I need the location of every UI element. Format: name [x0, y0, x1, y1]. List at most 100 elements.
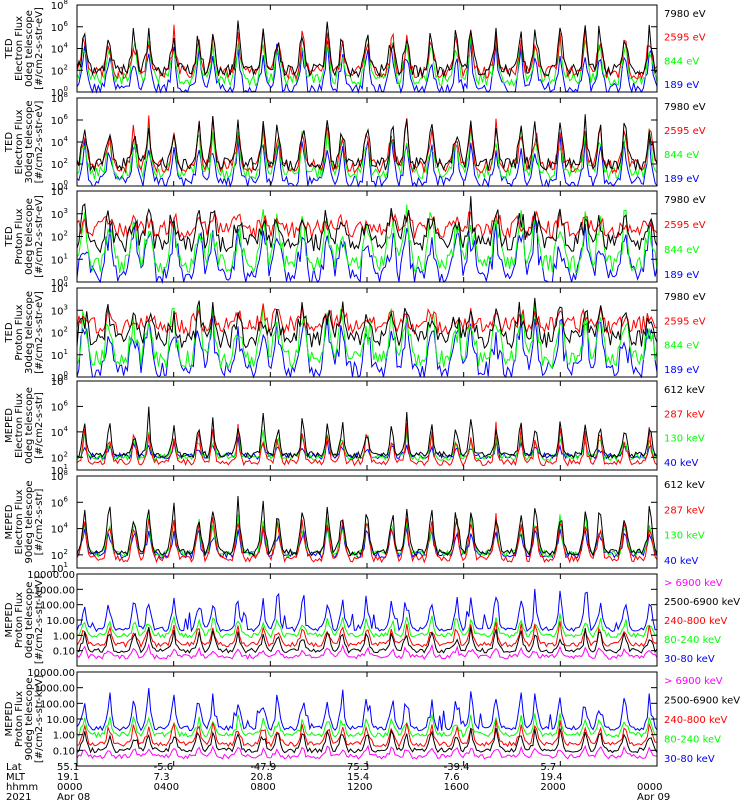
y-axis-label-line: Proton Flux	[14, 691, 25, 747]
chart-panel-3: 100 101 102 103 104 TED Proton Flux 0deg telesc…	[4, 184, 706, 289]
x-axis-row-value: Apr 08	[57, 792, 90, 800]
y-tick-label: 103	[51, 303, 68, 317]
legend-entry: 2500-6900 keV	[664, 597, 740, 608]
legend-entry: 7980 eV	[664, 9, 706, 20]
y-tick-label: 108	[51, 0, 68, 12]
chart-panel-7: 0.10 1.00 10.00 100.00 1000.00 10000.00 MEPED P…	[4, 570, 740, 667]
legend-entry: 7980 eV	[664, 102, 706, 113]
y-axis-label-line: MEPED	[4, 408, 15, 443]
y-axis-label-line: Electron Flux	[14, 393, 25, 458]
y-tick-label: 106	[51, 495, 69, 509]
legend-entry: 80-240 keV	[664, 635, 721, 646]
y-tick-label: 10.00	[46, 616, 75, 627]
legend-entry: 189 eV	[664, 174, 699, 185]
y-tick-label: 10000.00	[27, 570, 75, 581]
x-axis-row-value: 7.3	[154, 772, 170, 783]
legend-entry: 240-800 keV	[664, 715, 728, 726]
x-axis-row-value: 0000	[637, 782, 662, 793]
y-axis-label-line: Electron Flux	[14, 16, 25, 81]
series-line-panel4-1	[76, 297, 658, 350]
series-line-panel6-2	[76, 513, 658, 564]
legend-entry: > 6900 keV	[664, 578, 723, 589]
y-tick-label: 104	[51, 281, 69, 295]
legend-entry: 844 eV	[664, 56, 699, 67]
y-axis-label-line: 30deg telescope	[24, 291, 35, 374]
y-tick-label: 104	[51, 522, 69, 536]
legend-entry: 7980 eV	[664, 292, 706, 303]
series-line-panel8-5	[76, 688, 658, 732]
legend-entry: 612 keV	[664, 385, 705, 396]
x-axis-row-value: -47.9	[250, 762, 276, 773]
y-tick-label: 100	[51, 85, 68, 99]
legend-entry: 287 keV	[664, 505, 705, 516]
x-axis-row-value: 19.4	[540, 772, 562, 783]
legend-entry: 130 keV	[664, 531, 705, 542]
y-tick-label: 102	[51, 326, 68, 340]
x-axis-row-value: 2000	[540, 782, 565, 793]
y-axis-label-line: TED	[4, 38, 15, 59]
x-axis-row-value: 15.4	[347, 772, 369, 783]
series-line-panel1-4	[76, 40, 658, 94]
series-line-panel1-3	[76, 33, 658, 88]
series-line-panel6-3	[76, 512, 658, 558]
y-tick-label: 108	[51, 374, 68, 388]
y-axis-label-line: 0deg telescope	[24, 198, 35, 275]
y-axis-label-line: [#/cm2-s-str-eV]	[34, 291, 45, 374]
y-tick-label: 100	[51, 179, 68, 193]
y-tick-label: 104	[51, 135, 69, 149]
y-tick-label: 108	[51, 469, 68, 483]
series-line-panel8-4	[76, 713, 658, 739]
y-tick-label: 101	[51, 252, 68, 266]
legend-entry: 130 keV	[664, 434, 705, 445]
y-tick-label: 101	[51, 463, 68, 477]
y-tick-label: 104	[51, 184, 69, 198]
y-tick-label: 104	[51, 425, 69, 439]
legend-entry: 844 eV	[664, 341, 699, 352]
y-axis-label-line: [#/cm2-s-str-keV]	[34, 675, 45, 763]
x-axis-row-label: hhmm	[6, 782, 38, 793]
series-line-panel7-3	[76, 621, 658, 649]
legend-entry: 2595 eV	[664, 126, 706, 137]
series-line-panel7-1	[76, 643, 658, 660]
y-tick-label: 1.00	[53, 731, 75, 742]
y-axis-label-line: MEPED	[4, 504, 15, 539]
x-axis-row-value: 19.1	[57, 772, 79, 783]
y-tick-label: 103	[51, 207, 68, 221]
x-axis-row-value: 75.3	[347, 762, 369, 773]
y-axis-label-line: TED	[4, 226, 15, 247]
panel-frame	[76, 573, 658, 667]
y-axis-label-line: [#/cm2-s-str]	[34, 392, 45, 459]
x-axis-row-value: 0800	[250, 782, 275, 793]
series-line-panel7-5	[76, 588, 658, 633]
y-axis-label-line: Proton Flux	[14, 304, 25, 360]
y-tick-label: 10000.00	[27, 668, 75, 679]
y-axis-label-line: [#/cm2-s-str-keV]	[34, 576, 45, 664]
y-tick-label: 1000.00	[34, 684, 75, 695]
y-axis-label-line: 90deg telescope	[24, 677, 35, 760]
legend-entry: 2500-6900 keV	[664, 696, 740, 707]
y-tick-label: 101	[51, 348, 68, 362]
y-tick-label: 1000.00	[34, 585, 75, 596]
y-tick-label: 100	[51, 275, 68, 289]
y-tick-label: 106	[51, 399, 69, 413]
y-tick-label: 102	[51, 157, 68, 171]
y-tick-label: 104	[51, 42, 69, 56]
legend-entry: 189 eV	[664, 365, 699, 376]
x-axis-row-value: 7.6	[444, 772, 460, 783]
chart-panel-1: 100 102 104 106 108 TED Electron Flux 0deg tele…	[4, 0, 706, 99]
x-axis-row-label: Lat	[6, 762, 22, 773]
y-tick-label: 100.00	[40, 601, 75, 612]
x-axis-row-value: 1200	[347, 782, 372, 793]
legend-entry: > 6900 keV	[664, 676, 723, 687]
legend-entry: 240-800 keV	[664, 616, 728, 627]
series-line-panel2-2	[76, 115, 658, 175]
y-tick-label: 1.00	[53, 631, 75, 642]
legend-entry: 844 eV	[664, 150, 699, 161]
legend-entry: 612 keV	[664, 480, 705, 491]
legend-entry: 30-80 keV	[664, 654, 715, 665]
y-tick-label: 100	[51, 370, 68, 384]
legend-entry: 80-240 keV	[664, 735, 721, 746]
series-line-panel7-4	[76, 613, 658, 639]
series-line-panel5-4	[76, 436, 658, 461]
